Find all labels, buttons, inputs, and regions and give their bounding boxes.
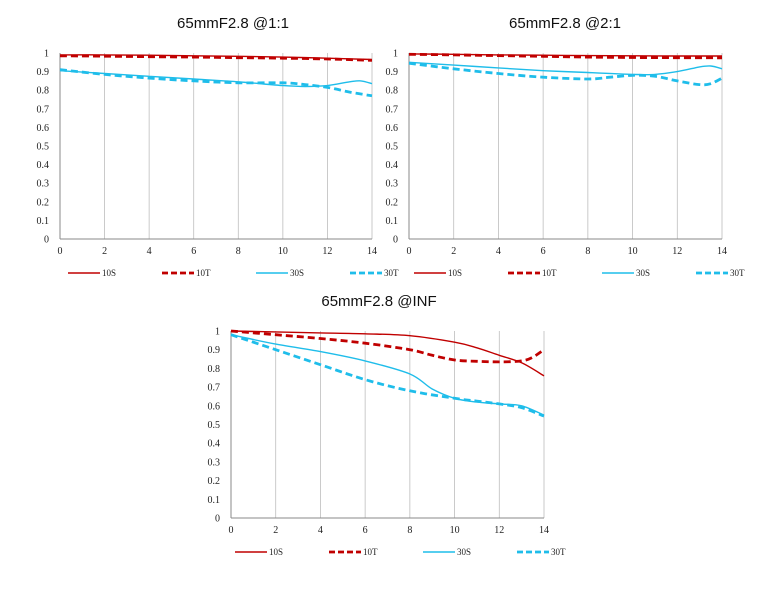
y-tick-label: 0.8 [208,364,221,375]
legend-label: 10T [363,547,378,557]
y-tick-label: 0.7 [386,104,399,115]
y-tick-label: 0.3 [386,179,399,190]
series-line-30s [59,70,373,88]
x-tick-label: 0 [229,525,234,536]
x-tick-label: 0 [58,246,63,257]
legend-label: 30S [290,268,304,278]
x-tick-label: 6 [191,246,196,257]
y-tick-label: 0.8 [386,86,399,97]
series-line-10s [230,330,545,377]
y-tick-label: 0.6 [37,123,50,134]
series-line-30t [230,333,545,418]
x-tick-label: 4 [318,525,323,536]
y-tick-label: 0.3 [208,457,221,468]
y-tick-label: 0.4 [386,160,399,171]
y-tick-label: 1 [215,327,220,338]
y-tick-label: 0.5 [37,142,50,153]
y-tick-label: 0.1 [386,216,399,227]
y-tick-label: 0.4 [37,160,50,171]
y-tick-label: 0 [215,514,220,525]
x-tick-label: 14 [539,525,549,536]
x-tick-label: 6 [363,525,368,536]
x-tick-label: 8 [407,525,412,536]
mtf-chart-2: 65mmF2.8 @2:1 0 0.1 0.2 0.3 0.4 0.5 0.6 0.7 0.8 0.… [386,15,746,278]
y-tick-label: 0.5 [386,142,399,153]
mtf-chart-3: 65mmF2.8 @INF 0 0.1 0.2 0.3 0.4 0.5 0.6 0.7 0.8 0.… [208,293,567,557]
x-tick-label: 14 [717,246,727,257]
x-tick-label: 12 [494,525,504,536]
x-tick-label: 2 [102,246,107,257]
legend-label: 10T [196,268,211,278]
y-tick-label: 0.6 [386,123,399,134]
y-tick-label: 0.4 [208,439,221,450]
chart-title: 65mmF2.8 @2:1 [509,15,621,32]
y-tick-label: 0.2 [37,197,50,208]
y-tick-label: 0.9 [208,345,221,356]
legend-label: 10S [102,268,116,278]
x-tick-label: 14 [367,246,377,257]
mtf-chart-1: 65mmF2.8 @1:1 0 0.1 0.2 0.3 0.4 0.5 0.6 0.7 0.8 0.… [37,15,400,278]
series-line-10t [408,52,723,60]
y-tick-label: 0.2 [208,476,221,487]
x-tick-label: 6 [541,246,546,257]
x-tick-label: 12 [672,246,682,257]
legend-label: 30T [384,268,399,278]
y-tick-label: 0.1 [208,495,221,506]
y-tick-label: 0.6 [208,401,221,412]
y-tick-label: 0.7 [37,104,50,115]
series-line-30s [230,334,545,416]
legend-label: 30S [636,268,650,278]
x-tick-label: 10 [628,246,638,257]
x-tick-label: 4 [496,246,501,257]
x-tick-label: 10 [278,246,288,257]
legend-label: 30T [551,547,566,557]
y-tick-label: 1 [44,49,49,60]
x-tick-label: 8 [585,246,590,257]
x-tick-label: 2 [451,246,456,257]
chart-title: 65mmF2.8 @1:1 [177,15,289,32]
y-tick-label: 0.9 [386,67,399,78]
series-line-30t [408,61,723,87]
legend-label: 30S [457,547,471,557]
y-tick-label: 0.2 [386,197,399,208]
chart-title: 65mmF2.8 @INF [321,293,436,310]
y-tick-label: 0 [393,235,398,246]
y-tick-label: 1 [393,49,398,60]
x-tick-label: 4 [147,246,152,257]
y-tick-label: 0.5 [208,420,221,431]
legend-label: 30T [730,268,745,278]
y-tick-label: 0.1 [37,216,50,227]
series-line-10t [59,54,373,62]
x-tick-label: 10 [450,525,460,536]
x-tick-label: 0 [407,246,412,257]
y-tick-label: 0.9 [37,67,50,78]
x-tick-label: 8 [236,246,241,257]
x-tick-label: 12 [322,246,332,257]
y-tick-label: 0.8 [37,86,50,97]
y-tick-label: 0 [44,235,49,246]
y-tick-label: 0.7 [208,383,221,394]
x-tick-label: 2 [273,525,278,536]
y-tick-label: 0.3 [37,179,50,190]
legend-label: 10S [269,547,283,557]
legend-label: 10S [448,268,462,278]
legend-label: 10T [542,268,557,278]
series-line-10t [230,329,545,364]
series-line-30t [59,68,373,98]
